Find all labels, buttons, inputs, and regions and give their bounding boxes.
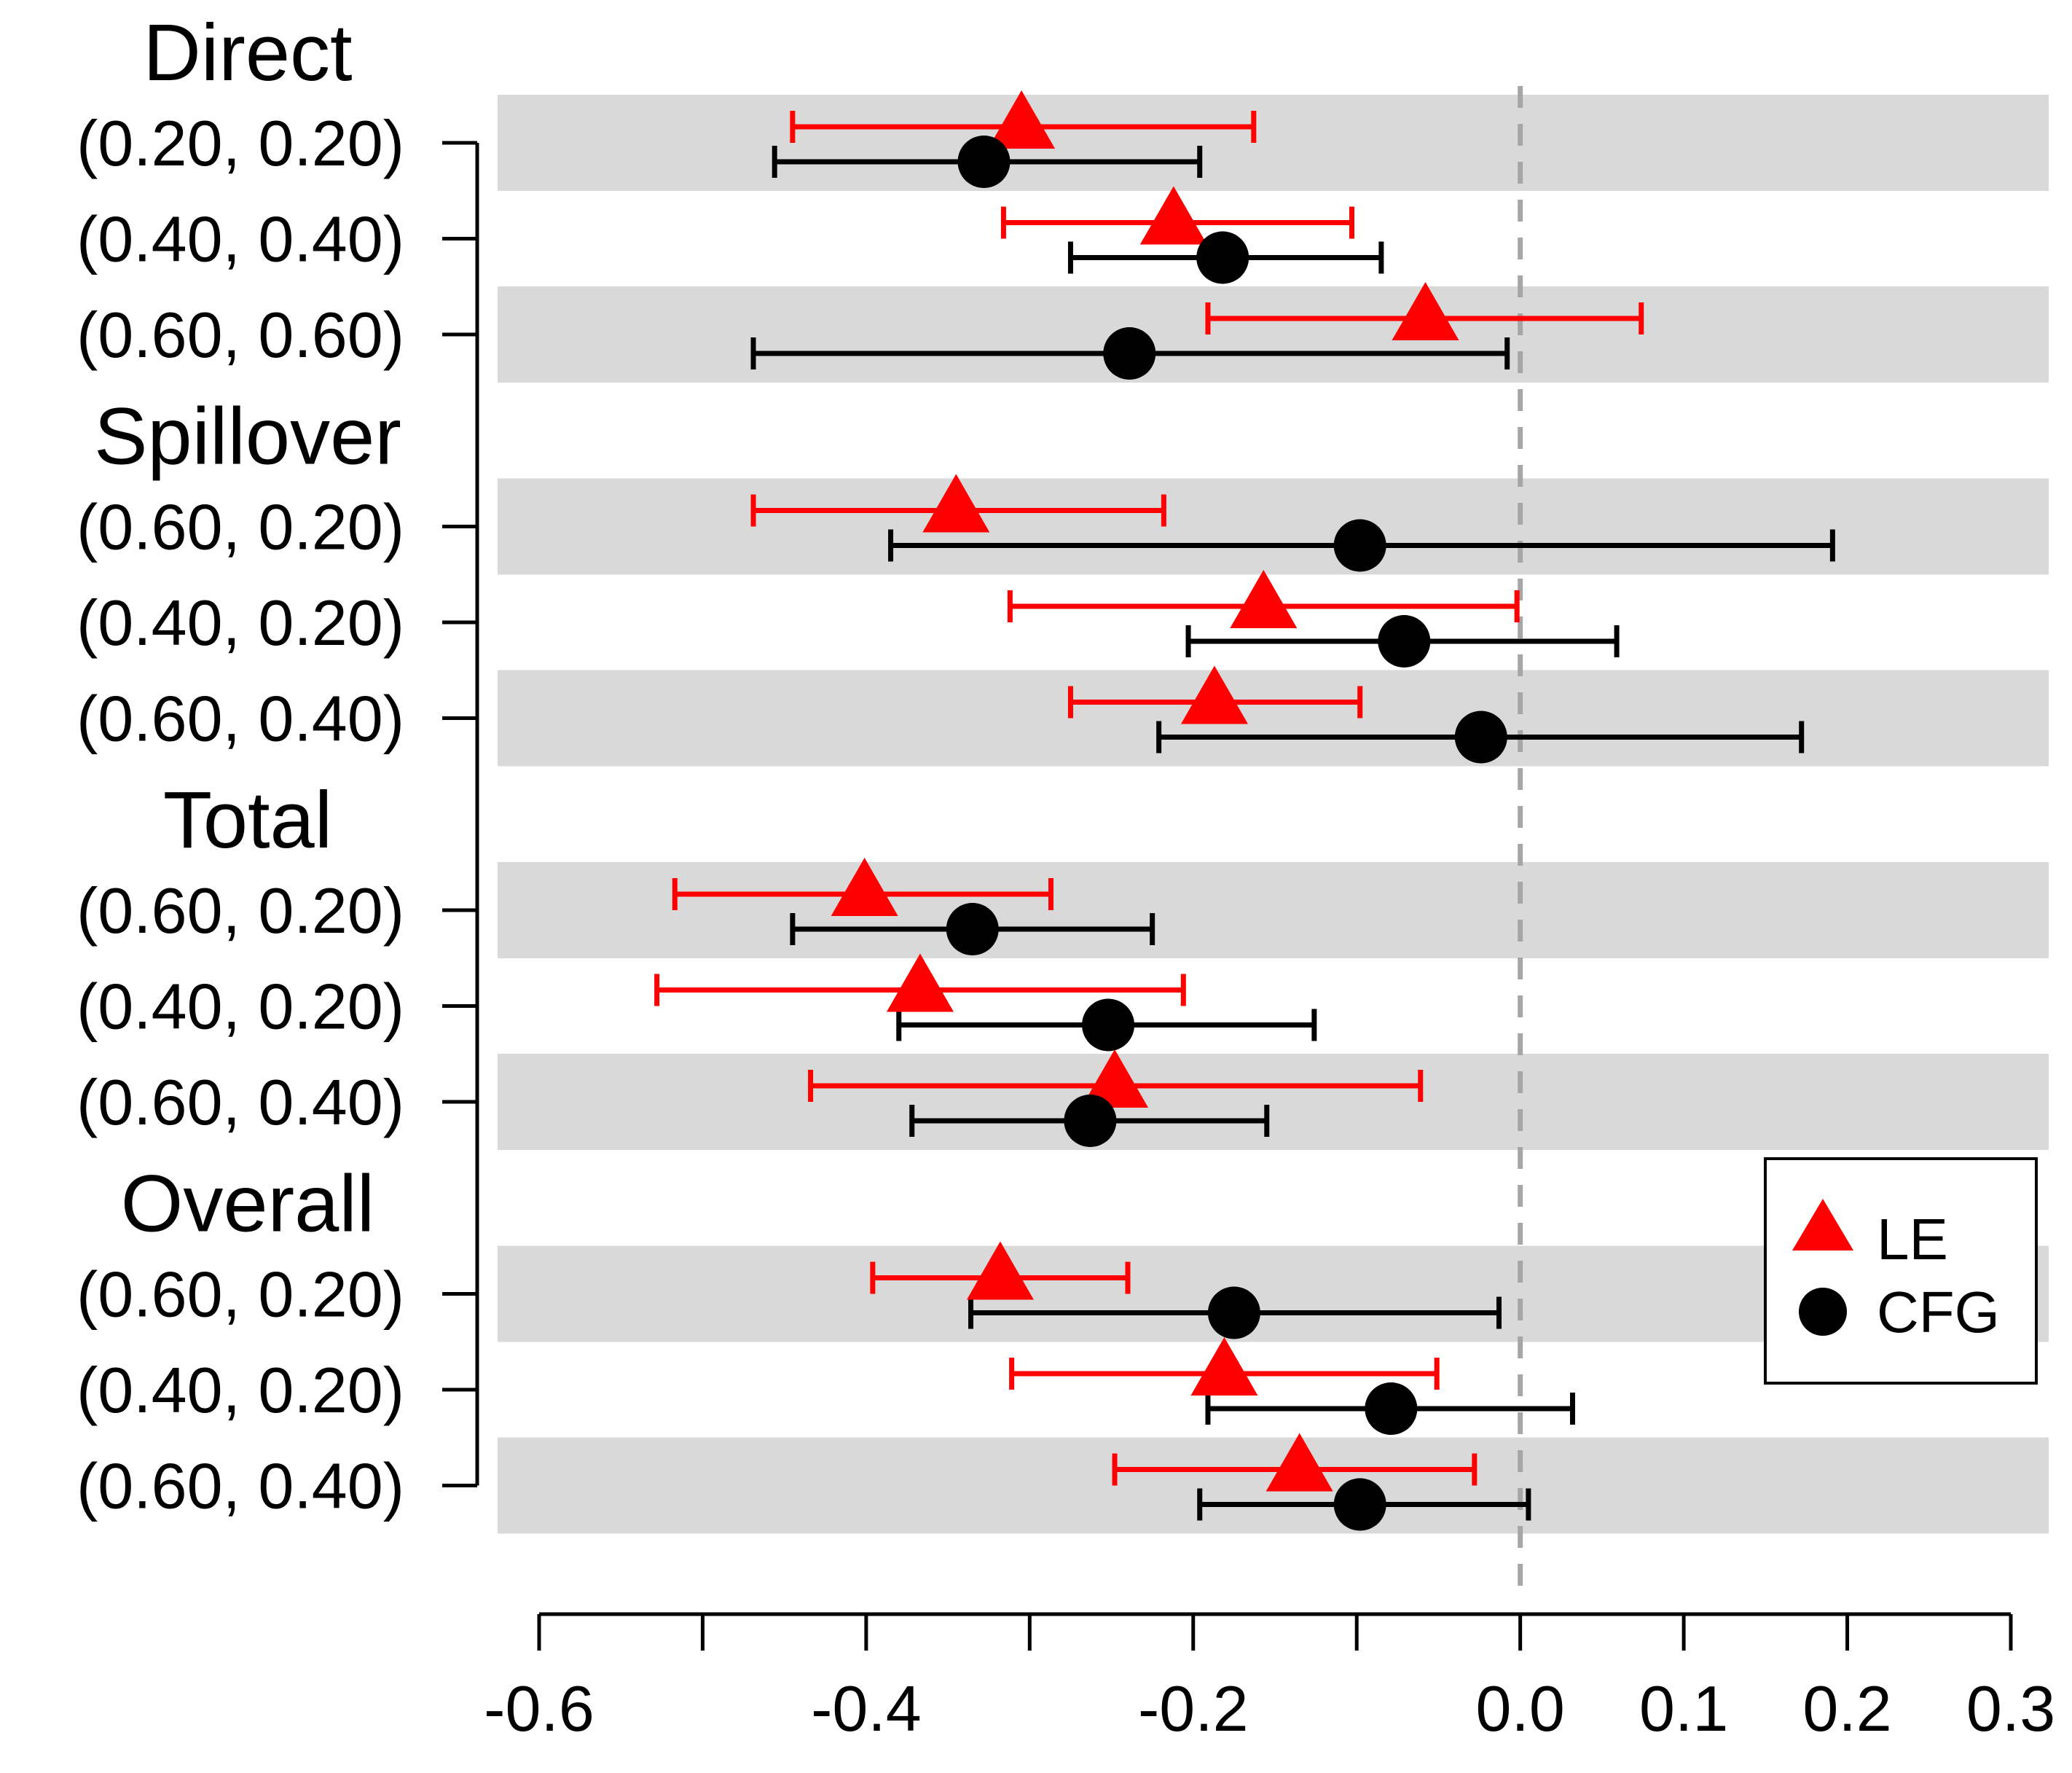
cfg-estimate-circle [1365,1382,1418,1435]
le-estimate-triangle [1265,1433,1333,1492]
cfg-estimate-circle [1207,1286,1260,1339]
cfg-estimate-circle [957,136,1011,188]
group-title-spillover: Spillover [94,392,401,482]
group-title-overall: Overall [121,1159,374,1249]
le-estimate-triangle [1392,282,1459,340]
row-label-layer: Direct (0.20, 0.20) (0.40, 0.40) (0.60, 0.6… [76,8,404,1522]
legend-le-triangle-icon [1792,1199,1853,1251]
le-estimate-triangle [988,90,1056,149]
y-axis [442,141,479,1487]
cfg-estimate-circle [1378,615,1431,668]
le-estimate-triangle [1180,665,1248,724]
le-estimate-triangle [831,858,898,916]
x-axis: -0.6 -0.4 -0.2 0.0 0.1 0.2 0.3 [484,1612,2055,1745]
row-label: (0.40, 0.20) [76,971,404,1043]
row-band [498,95,2049,191]
x-tick-label: 0.2 [1802,1672,1891,1745]
row-band [498,862,2049,958]
le-estimate-triangle [1139,186,1207,245]
x-tick-label: 0.3 [1966,1672,2055,1745]
le-estimate-triangle [886,953,954,1012]
cfg-estimate-circle [1082,998,1135,1052]
le-estimate-triangle [922,474,990,533]
cfg-estimate-circle [1064,1095,1117,1147]
row-label: (0.40, 0.20) [76,587,404,659]
row-label: (0.60, 0.20) [76,1259,404,1331]
row-label: (0.60, 0.20) [76,491,404,563]
row-label: (0.60, 0.20) [76,874,404,947]
legend-cfg-circle-icon [1799,1288,1847,1336]
cfg-estimate-circle [946,903,999,955]
legend-cfg-label: CFG [1877,1280,2000,1345]
group-title-direct: Direct [143,8,352,98]
cfg-estimate-circle [1103,327,1156,380]
x-tick-label: -0.2 [1138,1672,1249,1745]
row-label: (0.60, 0.40) [76,1066,404,1138]
row-band [498,286,2049,383]
group-title-total: Total [163,775,332,865]
legend: LE CFG [1764,1157,2038,1385]
le-estimate-triangle [1230,570,1298,628]
cfg-estimate-circle [1454,711,1507,764]
le-estimate-triangle [1190,1337,1258,1396]
x-tick-label: -0.6 [484,1672,594,1745]
row-label: (0.60, 0.40) [76,683,404,755]
x-tick-label: 0.0 [1475,1672,1564,1745]
row-label: (0.40, 0.20) [76,1354,404,1426]
legend-le-label: LE [1877,1207,1948,1272]
row-shading-layer [498,95,2049,1534]
row-label: (0.60, 0.60) [76,299,404,371]
x-tick-label: 0.1 [1639,1672,1728,1745]
legend-box [1764,1157,2038,1385]
x-tick-label: -0.4 [811,1672,922,1745]
estimate-marker-layer [831,90,1507,1531]
row-band [498,1054,2049,1150]
le-estimate-triangle [966,1241,1034,1300]
row-band [498,478,2049,575]
le-estimate-triangle [1081,1049,1149,1108]
row-label: (0.20, 0.20) [76,107,404,179]
row-label: (0.40, 0.40) [76,203,404,275]
cfg-estimate-circle [1333,519,1386,572]
row-label: (0.60, 0.40) [76,1450,404,1522]
cfg-estimate-circle [1196,231,1249,284]
row-band [498,670,2049,767]
cfg-estimate-circle [1333,1478,1386,1531]
